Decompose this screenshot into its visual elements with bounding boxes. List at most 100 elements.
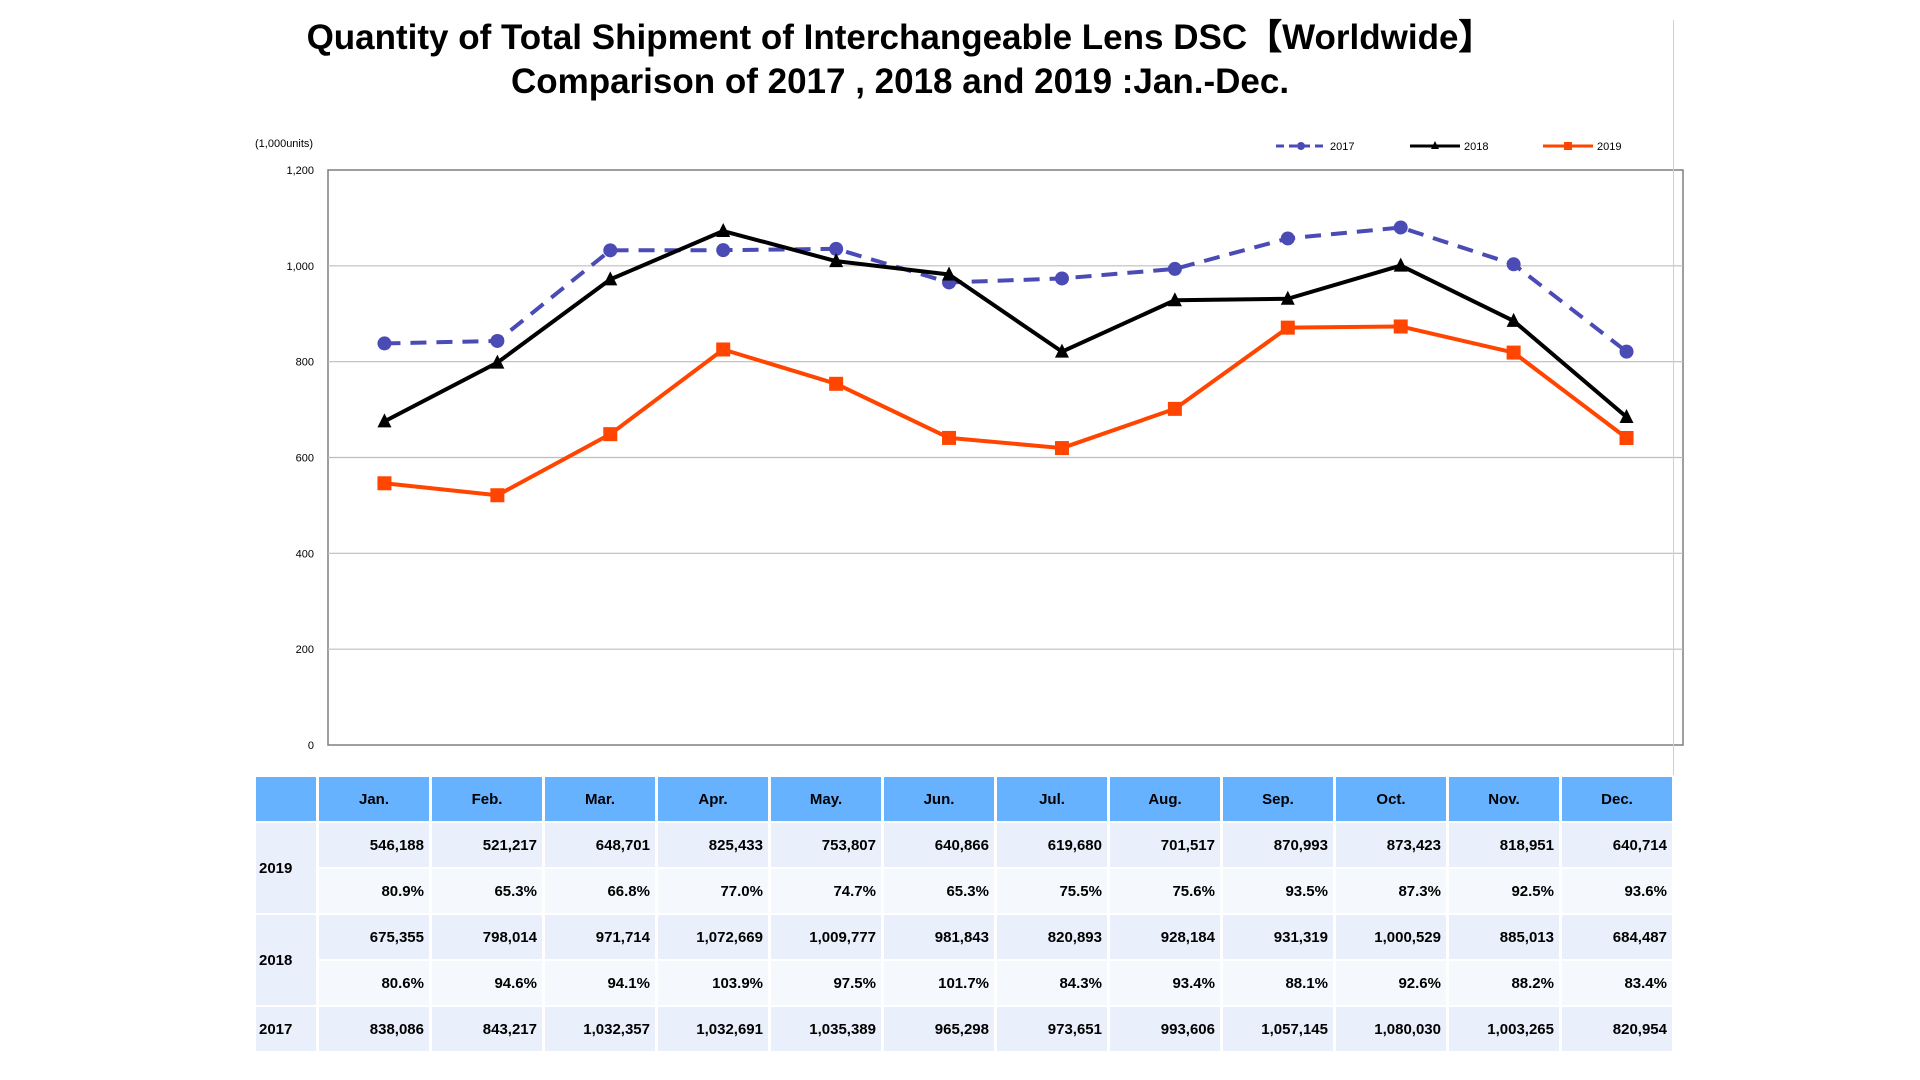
data-point [716,342,731,357]
data-point [377,336,392,351]
table-percent-cell: 94.1% [545,961,655,1005]
series-line-2019 [384,324,1628,498]
data-point [1393,319,1408,334]
data-point [942,430,957,445]
table-percent-cell: 88.1% [1223,961,1333,1005]
y-tick-label: 0 [308,740,314,752]
legend-marker [1564,142,1572,150]
data-point [377,476,392,491]
legend-item-2019: 2019 [1543,141,1621,153]
table-header-cell: Jun. [884,777,994,821]
table-value-cell: 870,993 [1223,823,1333,867]
table-value-cell: 1,003,265 [1449,1007,1559,1051]
data-point [1280,320,1295,335]
table-header-cell: Nov. [1449,777,1559,821]
data-point [1167,292,1182,307]
table-header-cell: Dec. [1562,777,1672,821]
chart-title-line1: Quantity of Total Shipment of Interchang… [306,18,1494,57]
table-value-cell: 973,651 [997,1007,1107,1051]
table-percent-cell: 93.6% [1562,869,1672,913]
y-tick-label: 1,000 [286,261,314,273]
table-percent-row: 80.9% 65.3% 66.8% 77.0% 74.7% 65.3% 75.5% 75.6%… [256,869,1672,913]
table-value-cell: 1,057,145 [1223,1007,1333,1051]
table-value-cell: 965,298 [884,1007,994,1051]
table-percent-cell: 74.7% [771,869,881,913]
y-tick-label: 600 [296,453,314,465]
table-percent-cell: 77.0% [658,869,768,913]
table-value-cell: 931,319 [1223,915,1333,959]
table-value-cell: 1,032,357 [545,1007,655,1051]
data-point [1280,290,1295,305]
chart-title: Quantity of Total Shipment of Interchang… [250,16,1550,104]
table-header-row: Jan. Feb. Mar. Apr. May. Jun. Jul. Aug. Sep. Oct.… [256,777,1672,821]
table-value-cell: 885,013 [1449,915,1559,959]
table-percent-cell: 97.5% [771,961,881,1005]
data-point [1167,401,1182,416]
table-percent-cell: 65.3% [884,869,994,913]
series-2018 [377,223,1634,428]
data-point [603,243,618,258]
table-value-cell: 753,807 [771,823,881,867]
table-value-cell: 684,487 [1562,915,1672,959]
table-header-cell: Feb. [432,777,542,821]
legend-item-2017: 2017 [1276,141,1354,153]
chart-title-line2: Comparison of 2017 , 2018 and 2019 :Jan.… [510,62,1290,101]
table-percent-cell: 80.9% [319,869,429,913]
data-point [1054,271,1069,286]
table-value-cell: 981,843 [884,915,994,959]
table-value-cell: 1,009,777 [771,915,881,959]
table-header-cell: Sep. [1223,777,1333,821]
table-value-cell: 928,184 [1110,915,1220,959]
data-point [1506,312,1521,327]
y-tick-label: 800 [296,357,314,369]
y-tick-label: 400 [296,548,314,560]
legend-label: 2019 [1597,141,1621,153]
data-point [1054,343,1069,358]
data-point [1619,430,1634,445]
data-point [1167,261,1182,276]
table-percent-cell: 66.8% [545,869,655,913]
data-point [490,488,505,503]
table-percent-cell: 101.7% [884,961,994,1005]
table-value-cell: 546,188 [319,823,429,867]
table-percent-cell: 94.6% [432,961,542,1005]
table-header-cell: Mar. [545,777,655,821]
data-point [603,427,618,442]
data-point [1619,344,1634,359]
table-percent-cell: 75.6% [1110,869,1220,913]
table-header-cell: Jul. [997,777,1107,821]
data-point [377,413,392,428]
data-point [490,354,505,369]
table-row: 2019 546,188 521,217 648,701 825,433 753,807 6… [256,823,1672,913]
table-percent-row: 80.6% 94.6% 94.1% 103.9% 97.5% 101.7% 84.3% 93.… [256,961,1672,1005]
table-percent-cell: 84.3% [997,961,1107,1005]
table-value-cell: 993,606 [1110,1007,1220,1051]
table-value-cell: 798,014 [432,915,542,959]
table-value-cell: 640,866 [884,823,994,867]
data-point [716,243,731,258]
data-point [490,333,505,348]
legend-label: 2018 [1464,141,1488,153]
table-corner-cell [256,777,316,821]
table-value-cell: 820,954 [1562,1007,1672,1051]
table-value-cell: 1,035,389 [771,1007,881,1051]
table-value-cell: 619,680 [997,823,1107,867]
table-percent-cell: 80.6% [319,961,429,1005]
table-header-cell: Apr. [658,777,768,821]
y-tick-label: 1,200 [286,165,314,177]
table-row: 2018 675,355 798,014 971,714 1,072,669 1,009,… [256,915,1672,1005]
table-value-cell: 818,951 [1449,823,1559,867]
table-percent-cell: 93.4% [1110,961,1220,1005]
data-point [603,271,618,286]
table-value-cell: 873,423 [1336,823,1446,867]
table-value-cell: 675,355 [319,915,429,959]
table-value-cell: 838,086 [319,1007,429,1051]
table-value-cell: 820,893 [997,915,1107,959]
table-percent-cell: 65.3% [432,869,542,913]
table-percent-cell: 93.5% [1223,869,1333,913]
table-header-cell: Oct. [1336,777,1446,821]
legend-label: 2017 [1330,141,1354,153]
table-header-cell: Jan. [319,777,429,821]
table-header-cell: Aug. [1110,777,1220,821]
table-percent-cell: 92.6% [1336,961,1446,1005]
